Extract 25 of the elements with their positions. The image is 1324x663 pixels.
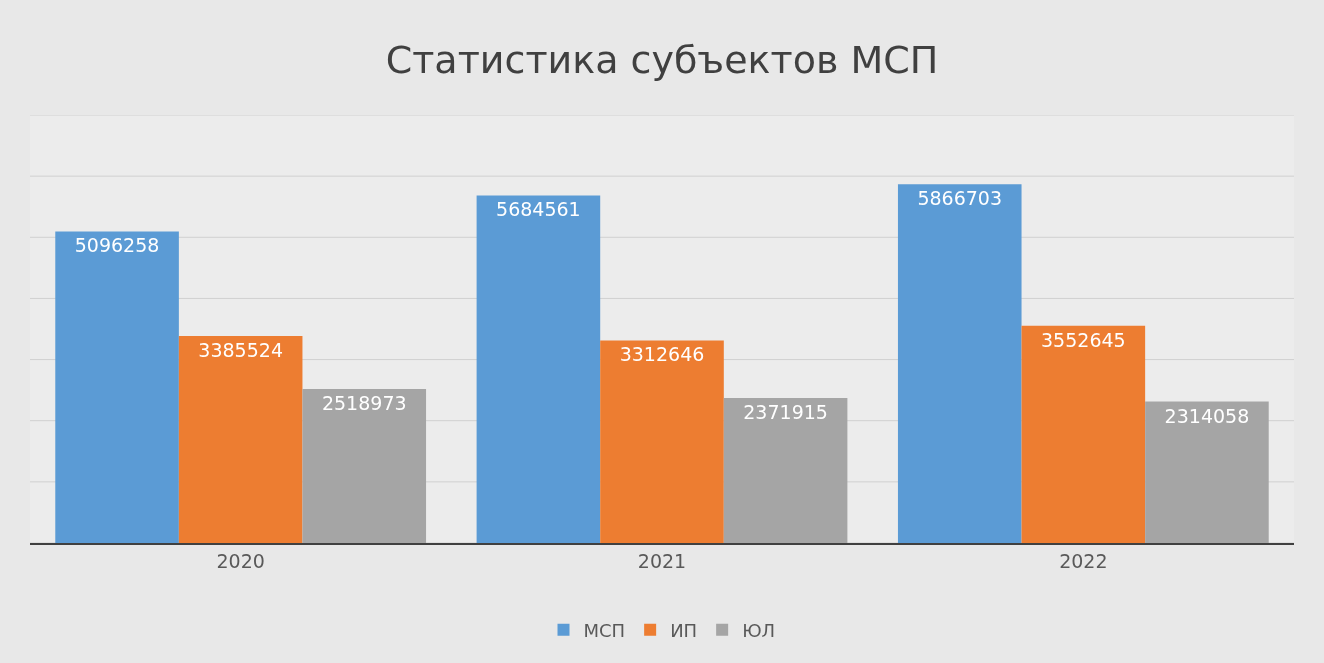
bar — [302, 388, 427, 543]
x-tick-label: 2021 — [637, 549, 687, 572]
data-label: 2314058 — [1164, 404, 1250, 427]
chart-title: Статистика субъектов МСП — [385, 38, 939, 83]
x-tick-label: 2022 — [1059, 549, 1108, 572]
legend-label: ЮЛ — [742, 619, 776, 641]
data-label: 2371915 — [743, 400, 828, 423]
bar — [178, 336, 303, 543]
bar — [897, 184, 1022, 543]
data-label: 3385524 — [198, 339, 283, 361]
bar — [476, 195, 601, 543]
data-label: 3312646 — [619, 343, 705, 366]
data-label: 5096258 — [74, 234, 160, 257]
legend-label: ИП — [670, 619, 698, 641]
data-label: 2518973 — [321, 391, 407, 414]
legend-label: МСП — [583, 619, 626, 641]
bar — [723, 397, 848, 543]
data-label: 3552645 — [1041, 328, 1126, 351]
bar — [1021, 325, 1146, 543]
data-label: 5684561 — [496, 198, 581, 221]
x-tick-label: 2020 — [216, 549, 265, 572]
bar — [600, 340, 724, 543]
bar — [55, 231, 179, 543]
bar — [1145, 401, 1269, 543]
data-label: 5866703 — [917, 187, 1003, 210]
